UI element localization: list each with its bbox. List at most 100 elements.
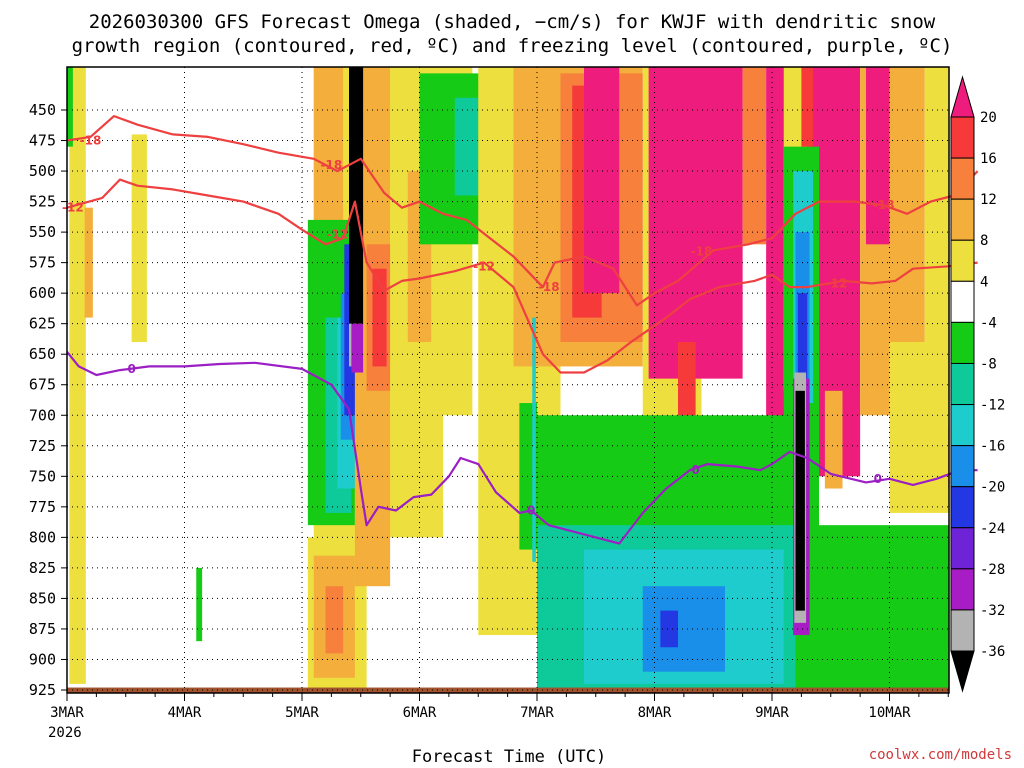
omega-region-52: [801, 67, 814, 147]
chart-title-line-1: 2026030300 GFS Forecast Omega (shaded, −…: [89, 11, 936, 33]
dgz-minus18-label-3: -18: [691, 245, 713, 259]
y-tick-label-925: 925: [29, 681, 56, 699]
x-tick-label-3MAR: 3MAR: [50, 705, 84, 721]
credit-label: coolwx.com/models: [869, 747, 1012, 763]
chart-title-line-2: growth region (contoured, red, ºC) and f…: [72, 35, 953, 57]
colorbar-bin-7: [950, 404, 975, 447]
dgz-minus18-label-4: -18: [873, 198, 895, 212]
y-axis: 450 475 500 525 550 575 600 625 650 675 700 725 750 7…: [29, 101, 67, 699]
omega-region-6: [325, 586, 344, 654]
x-axis-year: 2026: [48, 725, 82, 741]
y-tick-label-850: 850: [29, 589, 56, 607]
omega-region-1: [131, 134, 147, 342]
colorbar-bin-9: [950, 486, 975, 529]
freezing-level-label-1: 0: [527, 504, 535, 518]
y-tick-label-775: 775: [29, 498, 56, 516]
dgz-minus18-label-1: -18: [321, 158, 343, 172]
y-tick-label-450: 450: [29, 101, 56, 119]
colorbar-label-0: 20: [980, 110, 997, 126]
y-tick-label-875: 875: [29, 620, 56, 638]
x-axis-title: Forecast Time (UTC): [412, 747, 606, 767]
dgz-minus18-label-2: -18: [538, 280, 560, 294]
colorbar-bin-12: [950, 609, 975, 652]
omega-region-47: [819, 525, 949, 690]
colorbar-bin-11: [950, 568, 975, 611]
y-tick-label-600: 600: [29, 284, 56, 302]
omega-region-36: [797, 293, 808, 391]
colorbar-label-3: 8: [980, 233, 988, 249]
omega-region-46: [532, 317, 536, 562]
omega-region-51: [866, 67, 890, 245]
y-tick-label-550: 550: [29, 223, 56, 241]
omega-region-55: [351, 323, 364, 373]
colorbar-bin-1: [950, 157, 975, 200]
x-tick-label-4MAR: 4MAR: [168, 705, 202, 721]
omega-region-26: [584, 67, 620, 294]
colorbar-label-6: -8: [980, 356, 997, 372]
omega-region-58: [795, 390, 805, 611]
colorbar-label-4: 4: [980, 274, 988, 290]
colorbar: 20 16 12 8 4 -4 -8 -12 -16 -20 -24 -28 -32 -36: [950, 75, 1005, 693]
omega-region-21: [454, 97, 479, 196]
y-tick-label-725: 725: [29, 437, 56, 455]
y-tick-label-650: 650: [29, 345, 56, 363]
colorbar-bin-6: [950, 362, 975, 406]
omega-region-9: [313, 67, 344, 245]
dgz-minus12-label-2: -12: [473, 259, 495, 273]
dgz-minus12-label-3: -12: [826, 276, 848, 290]
colorbar-label-13: -36: [980, 644, 1005, 660]
colorbar-bin-4: [950, 280, 975, 323]
dgz-minus12-line: [66, 178, 978, 374]
grid-lines: [67, 67, 949, 693]
y-tick-label-475: 475: [29, 132, 56, 150]
dgz-minus12-label-0: -12: [62, 201, 84, 215]
colorbar-label-11: -28: [980, 562, 1005, 578]
omega-region-7: [196, 567, 203, 642]
x-tick-label-7MAR: 7MAR: [520, 705, 554, 721]
y-tick-label-825: 825: [29, 559, 56, 577]
x-tick-label-5MAR: 5MAR: [285, 705, 319, 721]
y-tick-label-750: 750: [29, 467, 56, 485]
colorbar-label-1: 16: [980, 151, 997, 167]
y-tick-label-575: 575: [29, 254, 56, 272]
colorbar-label-10: -24: [980, 521, 1005, 537]
x-tick-label-9MAR: 9MAR: [755, 705, 789, 721]
colorbar-bin-5: [950, 321, 975, 364]
omega-region-30: [742, 67, 767, 245]
omega-region-3: [67, 67, 73, 147]
omega-region-44: [642, 586, 725, 672]
colorbar-label-12: -32: [980, 603, 1005, 619]
y-tick-label-675: 675: [29, 376, 56, 394]
colorbar-label-7: -12: [980, 398, 1005, 414]
colorbar-under-triangle: [950, 650, 975, 693]
colorbar-over-triangle: [950, 75, 975, 118]
omega-region-50: [824, 390, 843, 489]
y-tick-label-500: 500: [29, 162, 56, 180]
contours: -18 -18 -18 -18 -18 -12 -12 -12 -12 0 0 0 0: [62, 115, 979, 545]
omega-region-28: [648, 67, 743, 379]
colorbar-bin-10: [950, 527, 975, 570]
freezing-level-label-2: 0: [691, 463, 699, 477]
y-tick-label-800: 800: [29, 528, 56, 546]
y-tick-label-525: 525: [29, 193, 56, 211]
x-tick-label-10MAR: 10MAR: [868, 705, 911, 721]
omega-region-53: [349, 67, 364, 324]
omega-region-0: [69, 67, 86, 684]
y-tick-label-900: 900: [29, 650, 56, 668]
colorbar-label-5: -4: [980, 315, 997, 331]
colorbar-label-2: 12: [980, 192, 997, 208]
colorbar-label-9: -20: [980, 480, 1005, 496]
omega-region-45: [660, 610, 678, 648]
colorbar-bin-8: [950, 445, 975, 488]
omega-region-2: [84, 207, 93, 318]
x-axis: 3MAR 4MAR 5MAR 6MAR 7MAR 8MAR 9MAR 10MAR: [50, 693, 949, 721]
freezing-level-label-0: 0: [127, 362, 135, 376]
dgz-minus18-line: [66, 115, 979, 307]
x-tick-label-6MAR: 6MAR: [403, 705, 437, 721]
colorbar-label-8: -16: [980, 439, 1005, 455]
x-tick-label-8MAR: 8MAR: [638, 705, 672, 721]
omega-region-48: [889, 342, 949, 513]
freezing-level-line: [66, 351, 978, 545]
omega-shading: [67, 67, 949, 690]
